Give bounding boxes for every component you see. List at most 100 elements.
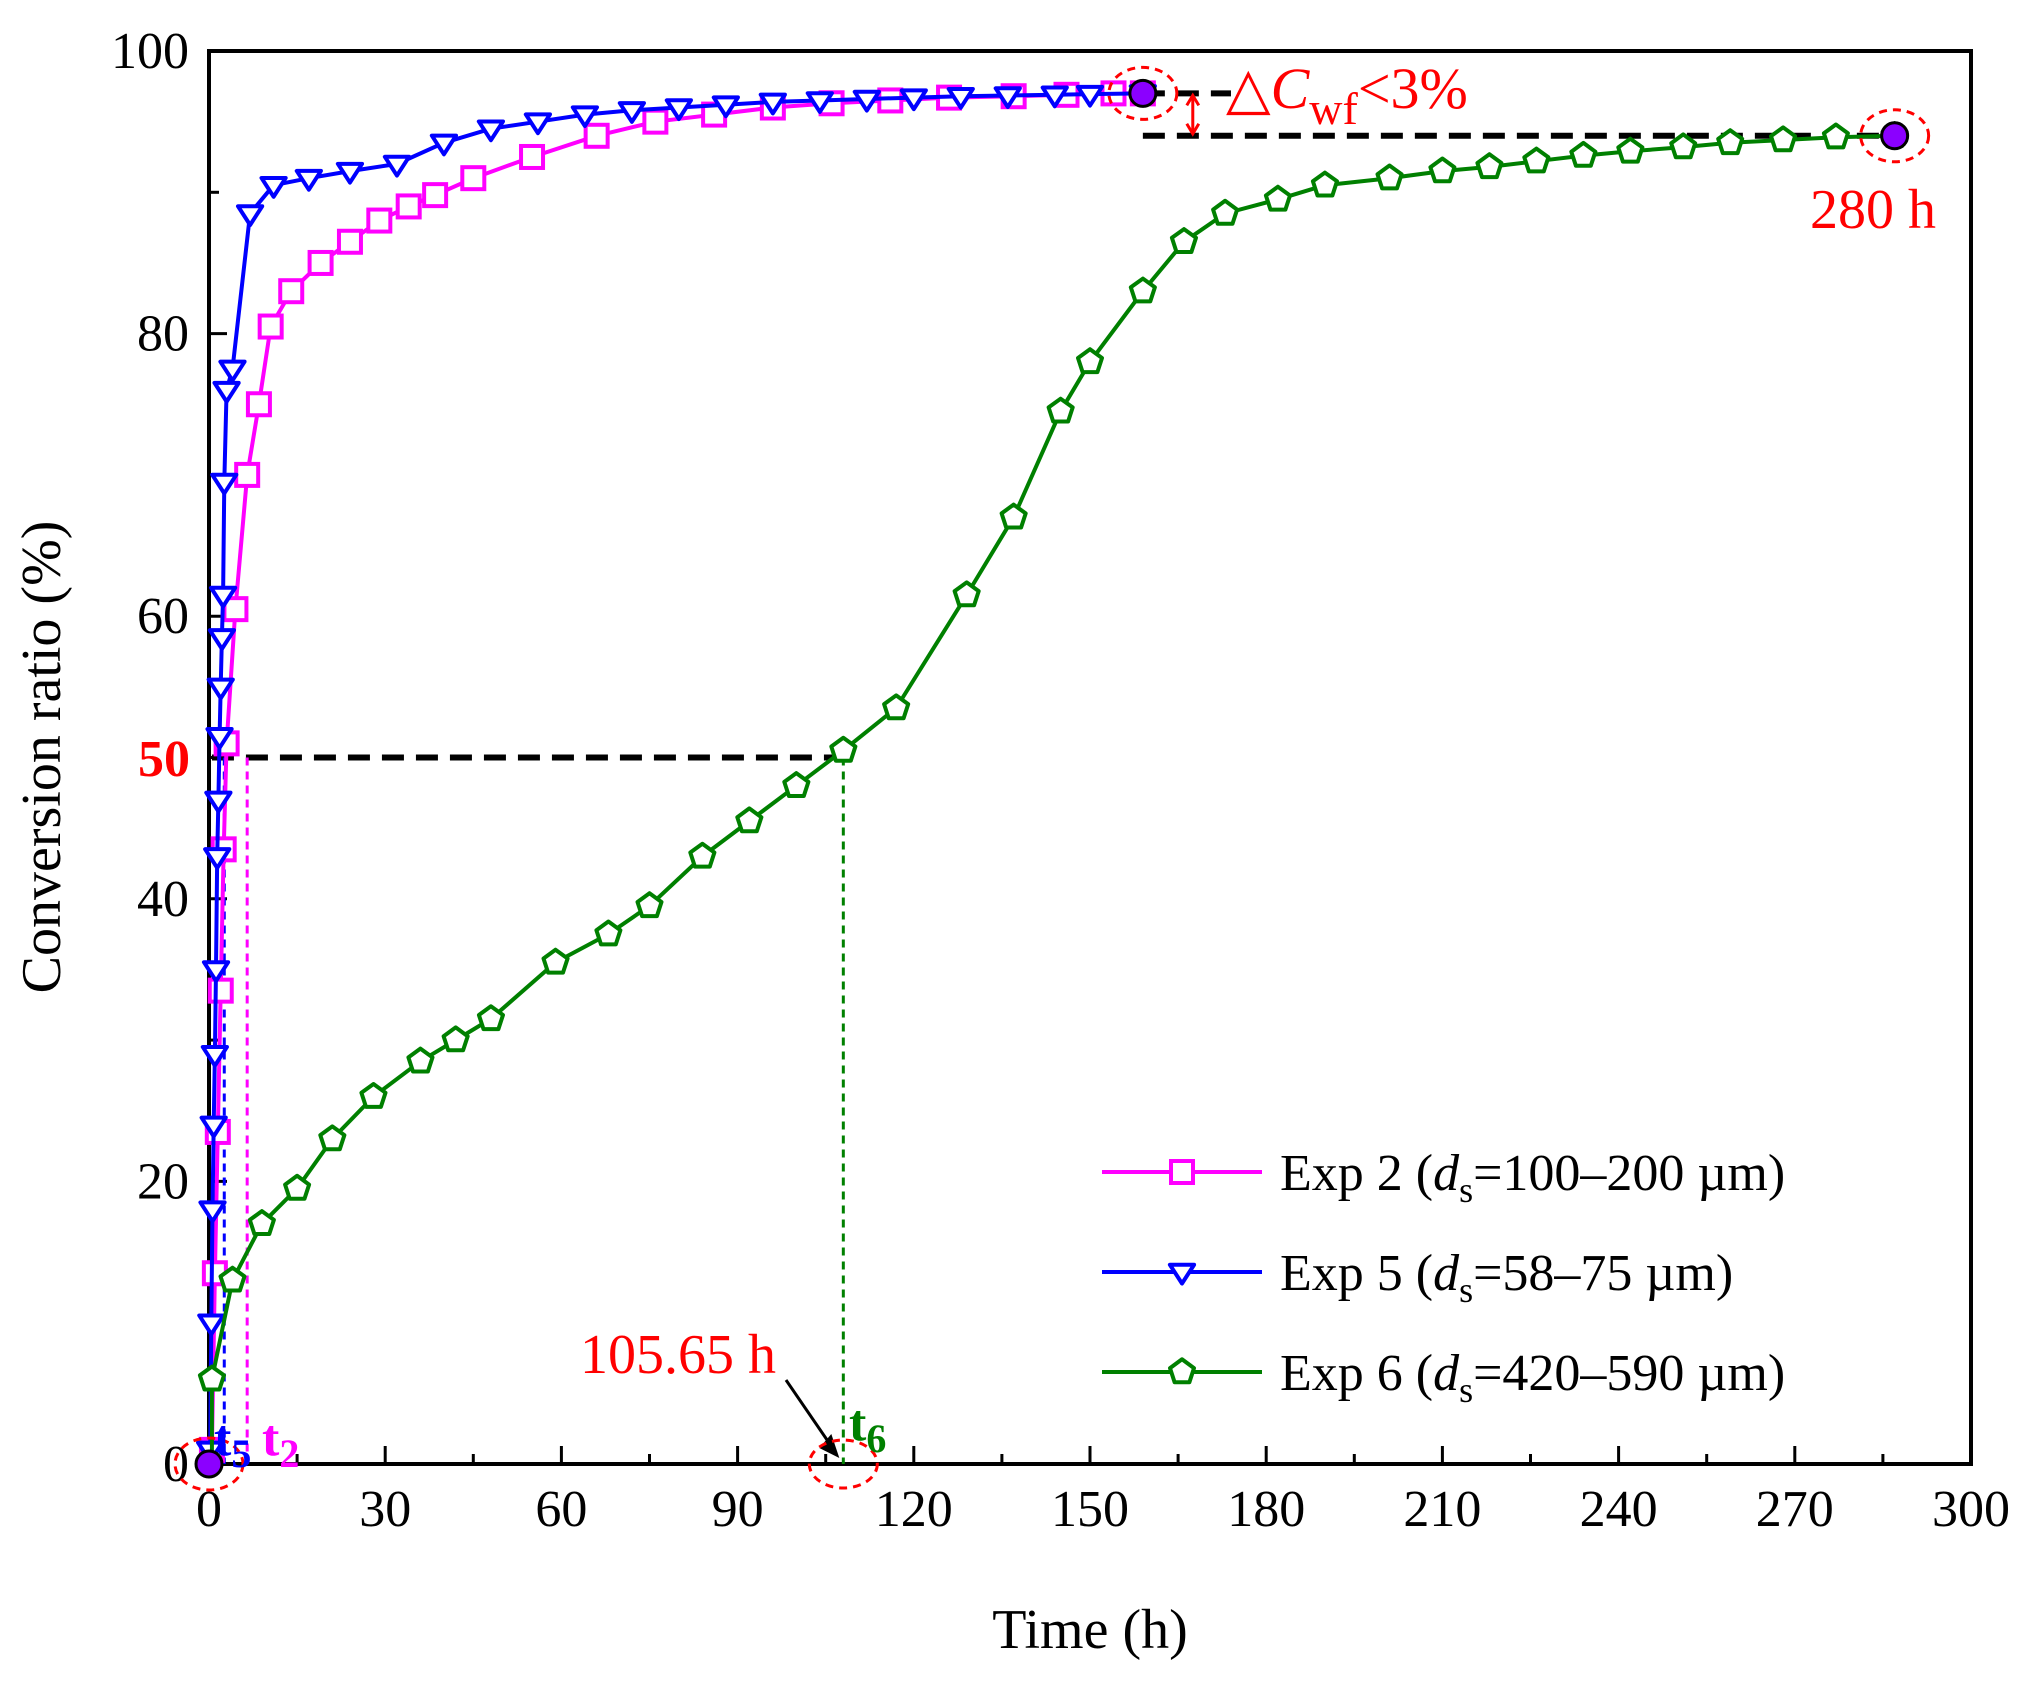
legend-sub: s bbox=[1459, 1370, 1473, 1410]
legend-item: Exp 2 (ds=100–200 µm) bbox=[1102, 1145, 1785, 1210]
x-tick-label: 120 bbox=[875, 1481, 953, 1538]
data-point bbox=[852, 89, 881, 113]
x-axis-title: Time (h) bbox=[992, 1599, 1188, 1661]
origin-endpoint-circle bbox=[173, 1436, 245, 1492]
upper-endpoint-dot bbox=[1128, 78, 1158, 108]
data-point bbox=[1263, 184, 1292, 212]
x-tick-label: 300 bbox=[1932, 1481, 2010, 1538]
data-point bbox=[688, 841, 717, 869]
y-tick-label: 60 bbox=[137, 588, 189, 645]
data-point bbox=[476, 119, 506, 143]
t6-sub: 6 bbox=[866, 1416, 886, 1461]
data-point bbox=[993, 86, 1022, 110]
legend-suffix: =420–590 µm) bbox=[1473, 1345, 1785, 1402]
series-line bbox=[208, 91, 1143, 1465]
data-point bbox=[197, 1364, 226, 1392]
x-tick-label: 60 bbox=[535, 1481, 587, 1538]
x-tick-label: 210 bbox=[1403, 1481, 1481, 1538]
data-point bbox=[1716, 128, 1745, 156]
data-point bbox=[336, 228, 363, 255]
data-point bbox=[1616, 136, 1645, 164]
data-point bbox=[1046, 396, 1075, 424]
data-point bbox=[735, 806, 764, 834]
legend-prefix: Exp 2 ( bbox=[1280, 1145, 1433, 1202]
data-point bbox=[429, 133, 459, 157]
delta-c-prefix: △C bbox=[1226, 56, 1311, 121]
data-point bbox=[999, 502, 1028, 530]
data-point bbox=[318, 1124, 347, 1152]
data-point bbox=[406, 1046, 435, 1074]
y-tick-label: 80 bbox=[137, 306, 189, 363]
data-point bbox=[1769, 125, 1798, 153]
data-point bbox=[829, 735, 858, 763]
data-point bbox=[594, 919, 623, 947]
data-point bbox=[758, 92, 787, 116]
t2-letter: t bbox=[262, 1410, 280, 1467]
legend: Exp 2 (ds=100–200 µm)Exp 5 (ds=58–75 µm)… bbox=[1102, 1145, 1785, 1410]
data-point bbox=[210, 472, 239, 496]
x-tick-label: 180 bbox=[1227, 1481, 1305, 1538]
legend-d: d bbox=[1433, 1345, 1460, 1402]
data-point bbox=[1040, 85, 1069, 109]
legend-prefix: Exp 5 ( bbox=[1280, 1245, 1433, 1302]
data-point bbox=[711, 95, 740, 119]
data-point bbox=[1669, 132, 1698, 160]
data-point bbox=[1821, 122, 1850, 150]
data-point bbox=[519, 143, 546, 170]
legend-label: Exp 6 (ds=420–590 µm) bbox=[1280, 1345, 1785, 1410]
data-point bbox=[1076, 347, 1104, 375]
y-axis-50-label: 50 bbox=[138, 731, 190, 788]
legend-marker bbox=[1167, 1262, 1197, 1286]
t6-letter: t bbox=[849, 1395, 867, 1452]
legend-sub: s bbox=[1459, 1170, 1473, 1210]
legend-item: Exp 6 (ds=420–590 µm) bbox=[1102, 1345, 1785, 1410]
upper-endpoint-circle bbox=[1107, 65, 1179, 121]
delta-c-sub: wf bbox=[1309, 83, 1358, 134]
t6-label: t6 bbox=[849, 1395, 886, 1461]
series-layer bbox=[196, 80, 1909, 1465]
x-tick-label: 90 bbox=[712, 1481, 764, 1538]
data-point bbox=[198, 1200, 227, 1224]
data-point bbox=[952, 580, 981, 608]
data-point bbox=[570, 105, 599, 129]
legend-suffix: =58–75 µm) bbox=[1473, 1245, 1733, 1302]
y-axis-title: Conversion ratio (%) bbox=[11, 521, 73, 994]
endpoint-markers bbox=[173, 65, 1931, 1492]
legend-prefix: Exp 6 ( bbox=[1280, 1345, 1433, 1402]
data-point bbox=[307, 249, 334, 276]
data-point bbox=[1211, 198, 1240, 226]
data-point bbox=[212, 380, 241, 404]
data-point bbox=[642, 108, 669, 135]
y-tick-label: 40 bbox=[137, 871, 189, 928]
data-point bbox=[206, 677, 235, 701]
t50-time-label: 105.65 h bbox=[580, 1324, 776, 1386]
delta-arrow-head-down bbox=[1185, 123, 1201, 137]
legend-item: Exp 5 (ds=58–75 µm) bbox=[1102, 1245, 1733, 1310]
data-point bbox=[207, 628, 237, 651]
data-point bbox=[197, 1313, 226, 1337]
data-point bbox=[207, 977, 234, 1004]
t5-label: t5 bbox=[214, 1410, 251, 1476]
legend-d: d bbox=[1433, 1245, 1460, 1302]
x-tick-label: 30 bbox=[359, 1481, 411, 1538]
t5-letter: t bbox=[214, 1410, 232, 1467]
t2-sub: 2 bbox=[279, 1431, 299, 1476]
legend-label: Exp 5 (ds=58–75 µm) bbox=[1280, 1245, 1733, 1310]
data-point bbox=[1522, 146, 1551, 174]
lower-endpoint-dot bbox=[1880, 121, 1910, 151]
lower-endpoint-circle bbox=[1859, 108, 1931, 164]
legend-sub: s bbox=[1459, 1270, 1473, 1310]
data-point bbox=[294, 168, 323, 192]
data-point bbox=[201, 960, 231, 983]
data-point bbox=[218, 1265, 247, 1293]
end-time-label: 280 h bbox=[1810, 179, 1936, 241]
data-point bbox=[1169, 227, 1198, 254]
data-point bbox=[422, 182, 449, 209]
legend-marker bbox=[1168, 1357, 1196, 1385]
data-point bbox=[200, 1044, 229, 1068]
series-exp-5 bbox=[196, 84, 1157, 1465]
x-tick-label: 240 bbox=[1580, 1481, 1658, 1538]
data-point bbox=[635, 891, 664, 919]
legend-d: d bbox=[1433, 1145, 1460, 1202]
data-point bbox=[208, 585, 238, 609]
